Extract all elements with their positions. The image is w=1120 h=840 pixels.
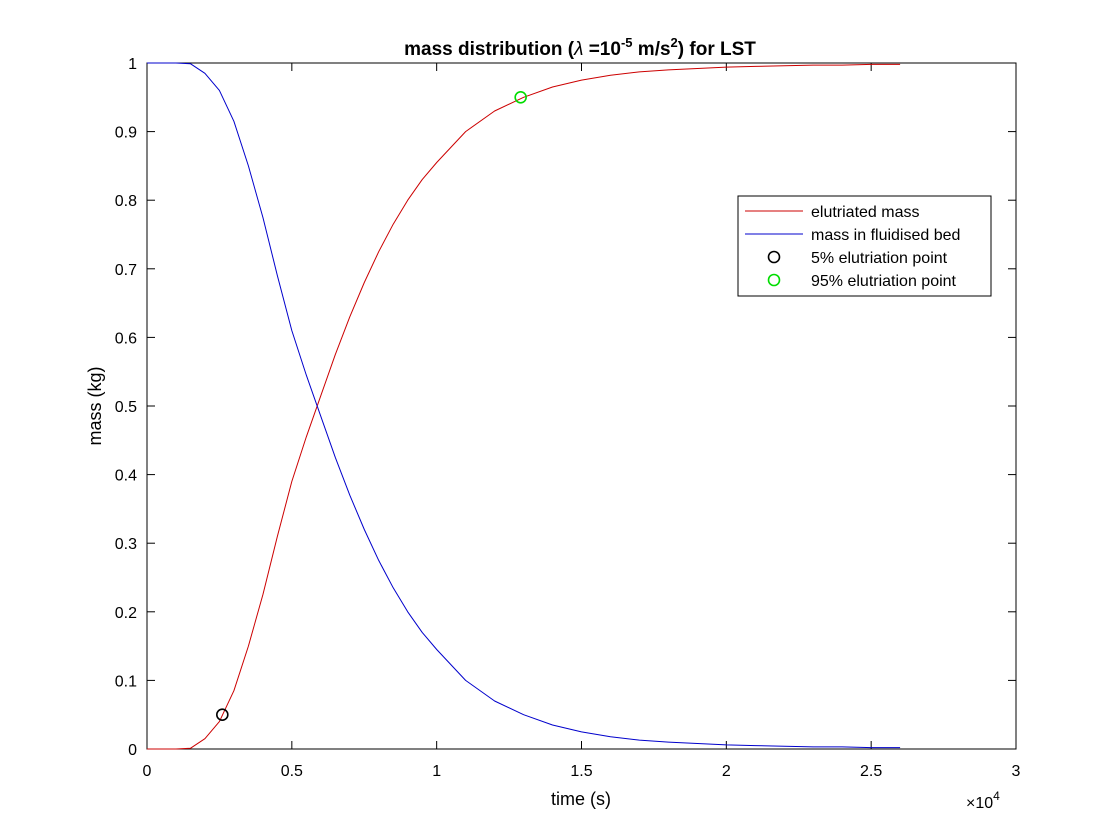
legend-label-5pct: 5% elutriation point xyxy=(811,250,948,267)
legend-label-95pct: 95% elutriation point xyxy=(811,273,957,290)
x-tick-label: 1 xyxy=(432,763,441,780)
x-tick-label: 2 xyxy=(722,763,731,780)
x-tick-label: 0 xyxy=(143,763,152,780)
axis-ticks: 0 0.5 1 1.5 2 2.5 3 0 0.1 0.2 0.3 0.4 0.5 0.6 0.7 0.8 0.… xyxy=(115,56,1021,780)
y-tick-label: 0.9 xyxy=(115,125,137,142)
series-marker-2 xyxy=(216,708,229,722)
y-tick-label: 0.8 xyxy=(115,193,137,210)
legend: elutriated mass mass in fluidised bed 5%… xyxy=(737,195,992,297)
legend-marker-5pct xyxy=(767,250,781,264)
x-tick-label: 1.5 xyxy=(570,763,592,780)
y-tick-label: 0.5 xyxy=(115,399,137,416)
y-tick-label: 0.3 xyxy=(115,536,137,553)
x-tick-label: 3 xyxy=(1012,763,1021,780)
legend-label-elutriated-mass: elutriated mass xyxy=(811,204,920,221)
x-tick-label: 2.5 xyxy=(860,763,882,780)
series-line-1 xyxy=(147,62,901,749)
x-axis-label: time (s) xyxy=(551,789,611,809)
legend-label-fluidised-bed: mass in fluidised bed xyxy=(811,227,960,244)
x-tick-label: 0.5 xyxy=(281,763,303,780)
legend-marker-95pct xyxy=(767,273,781,287)
y-tick-label: 0.2 xyxy=(115,605,137,622)
y-axis-label: mass (kg) xyxy=(85,366,105,445)
series-marker-3 xyxy=(514,91,527,104)
y-tick-label: 0.6 xyxy=(115,330,137,347)
y-tick-label: 0 xyxy=(128,742,137,759)
x-axis-multiplier: ×104 xyxy=(966,789,1000,812)
y-tick-label: 0.4 xyxy=(115,468,137,485)
y-tick-label: 0.1 xyxy=(115,673,137,690)
plot-area xyxy=(146,62,1017,750)
y-tick-label: 1 xyxy=(128,56,137,73)
series-layer xyxy=(147,62,901,750)
y-tick-label: 0.7 xyxy=(115,262,137,279)
chart-title: mass distribution (λ =10-5 m/s2) for LST xyxy=(404,35,756,60)
series-line-0 xyxy=(147,63,901,750)
